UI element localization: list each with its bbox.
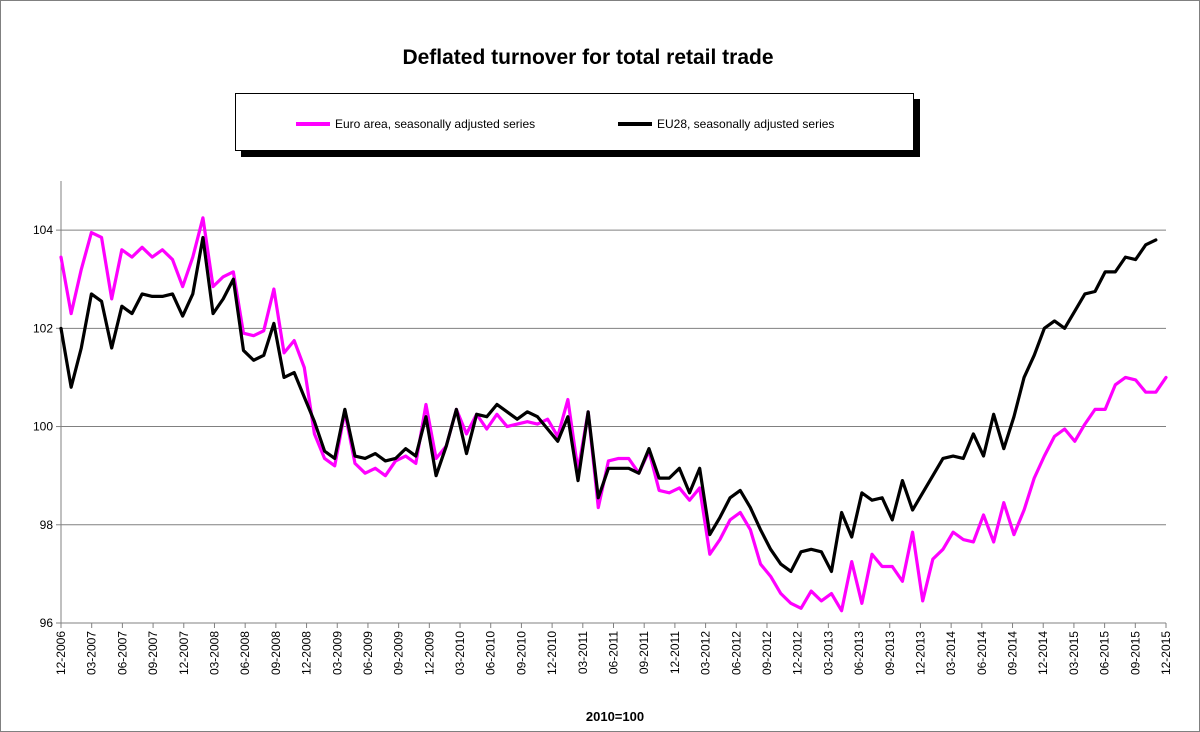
x-tick-label: 09-2015 [1128,631,1142,675]
x-tick-label: 03-2012 [699,631,713,675]
x-tick-label: 03-2007 [85,631,99,675]
series-line-eu28 [59,235,1158,574]
x-tick-label: 09-2010 [514,631,528,675]
x-tick-label: 03-2009 [330,631,344,675]
x-tick-label: 12-2014 [1036,631,1050,675]
x-tick-label: 12-2013 [913,631,927,675]
x-tick-label: 06-2012 [729,631,743,675]
x-tick-label: 06-2011 [607,631,621,674]
x-tick-label: 06-2009 [361,631,375,675]
legend-swatch-eu28 [618,122,652,126]
y-tick-label: 96 [40,616,54,630]
x-tick-label: 03-2015 [1067,631,1081,675]
x-tick-label: 06-2014 [975,631,989,675]
chart-title: Deflated turnover for total retail trade [402,46,774,69]
x-tick-label: 09-2012 [760,631,774,675]
x-tick-label: 03-2013 [821,631,835,675]
x-tick-label: 03-2011 [576,631,590,674]
legend: Euro area, seasonally adjusted series EU… [235,93,914,151]
legend-entry-eu28: EU28, seasonally adjusted series [618,116,834,132]
x-tick-label: 06-2010 [484,631,498,675]
x-tick-label: 12-2011 [668,631,682,674]
y-tick-label: 104 [33,223,53,237]
x-tick-label: 06-2015 [1098,631,1112,675]
x-tick-label: 12-2007 [177,631,191,675]
x-tick-label: 12-2010 [545,631,559,675]
x-tick-label: 06-2008 [238,631,252,675]
legend-entry-euro-area: Euro area, seasonally adjusted series [296,116,535,132]
x-tick-label: 09-2011 [637,631,651,674]
x-tick-label: 09-2014 [1006,631,1020,675]
series-line-euro-area [59,216,1168,613]
x-tick-label: 03-2014 [944,631,958,675]
x-tick-label: 03-2008 [207,631,221,675]
legend-label-eu28: EU28, seasonally adjusted series [657,117,835,131]
y-tick-label: 102 [33,321,53,335]
x-axis-caption: 2010=100 [585,709,645,724]
x-tick-label: 12-2012 [791,631,805,675]
y-tick-label: 98 [40,518,54,532]
legend-label-euro-area: Euro area, seasonally adjusted series [335,117,536,131]
x-tick-label: 09-2009 [392,631,406,675]
x-tick-label: 12-2008 [300,631,314,675]
x-tick-label: 09-2013 [883,631,897,675]
legend-swatch-euro-area [296,122,330,126]
y-tick-label: 100 [33,420,53,434]
x-tick-label: 06-2013 [852,631,866,675]
x-tick-label: 12-2006 [54,631,68,675]
x-tick-label: 06-2007 [115,631,129,675]
x-tick-label: 12-2009 [422,631,436,675]
x-tick-label: 09-2008 [269,631,283,675]
x-tick-label: 03-2010 [453,631,467,675]
x-tick-label: 12-2015 [1159,631,1173,675]
x-tick-label: 09-2007 [146,631,160,675]
